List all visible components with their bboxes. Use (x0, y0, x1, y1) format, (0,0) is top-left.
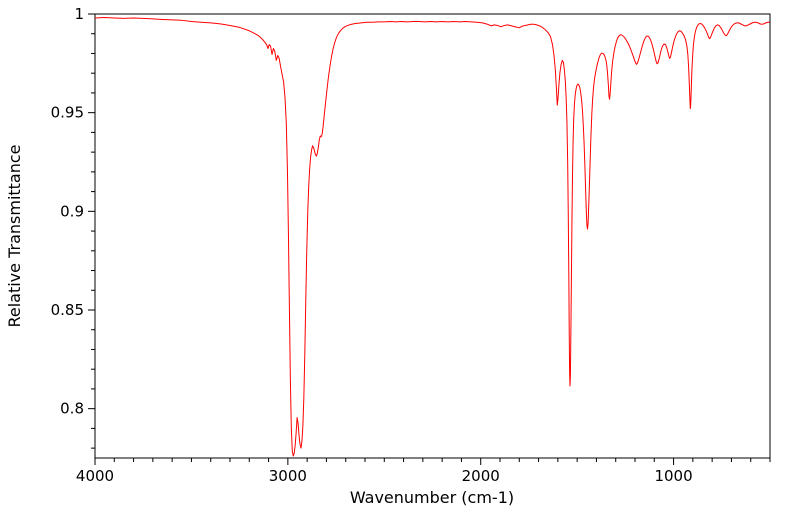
x-tick-label: 2000 (462, 467, 500, 485)
y-tick-label: 0.9 (60, 202, 84, 220)
x-tick-label: 3000 (269, 467, 307, 485)
x-tick-label: 4000 (76, 467, 114, 485)
y-tick-label: 1 (74, 5, 84, 23)
plot-frame (94, 13, 771, 459)
y-tick-label: 0.85 (51, 301, 84, 319)
axis-ticks: 4000 3000 2000 1000 1 0.95 0.9 0.85 0.8 (51, 5, 771, 485)
spectrum-line (95, 17, 770, 457)
spectrum-line-group (95, 17, 770, 457)
x-tick-label: 1000 (654, 467, 692, 485)
y-tick-label: 0.8 (60, 400, 84, 418)
y-axis-title: Relative Transmittance (5, 144, 24, 327)
y-tick-label: 0.95 (51, 104, 84, 122)
x-axis-title: Wavenumber (cm-1) (350, 488, 514, 507)
